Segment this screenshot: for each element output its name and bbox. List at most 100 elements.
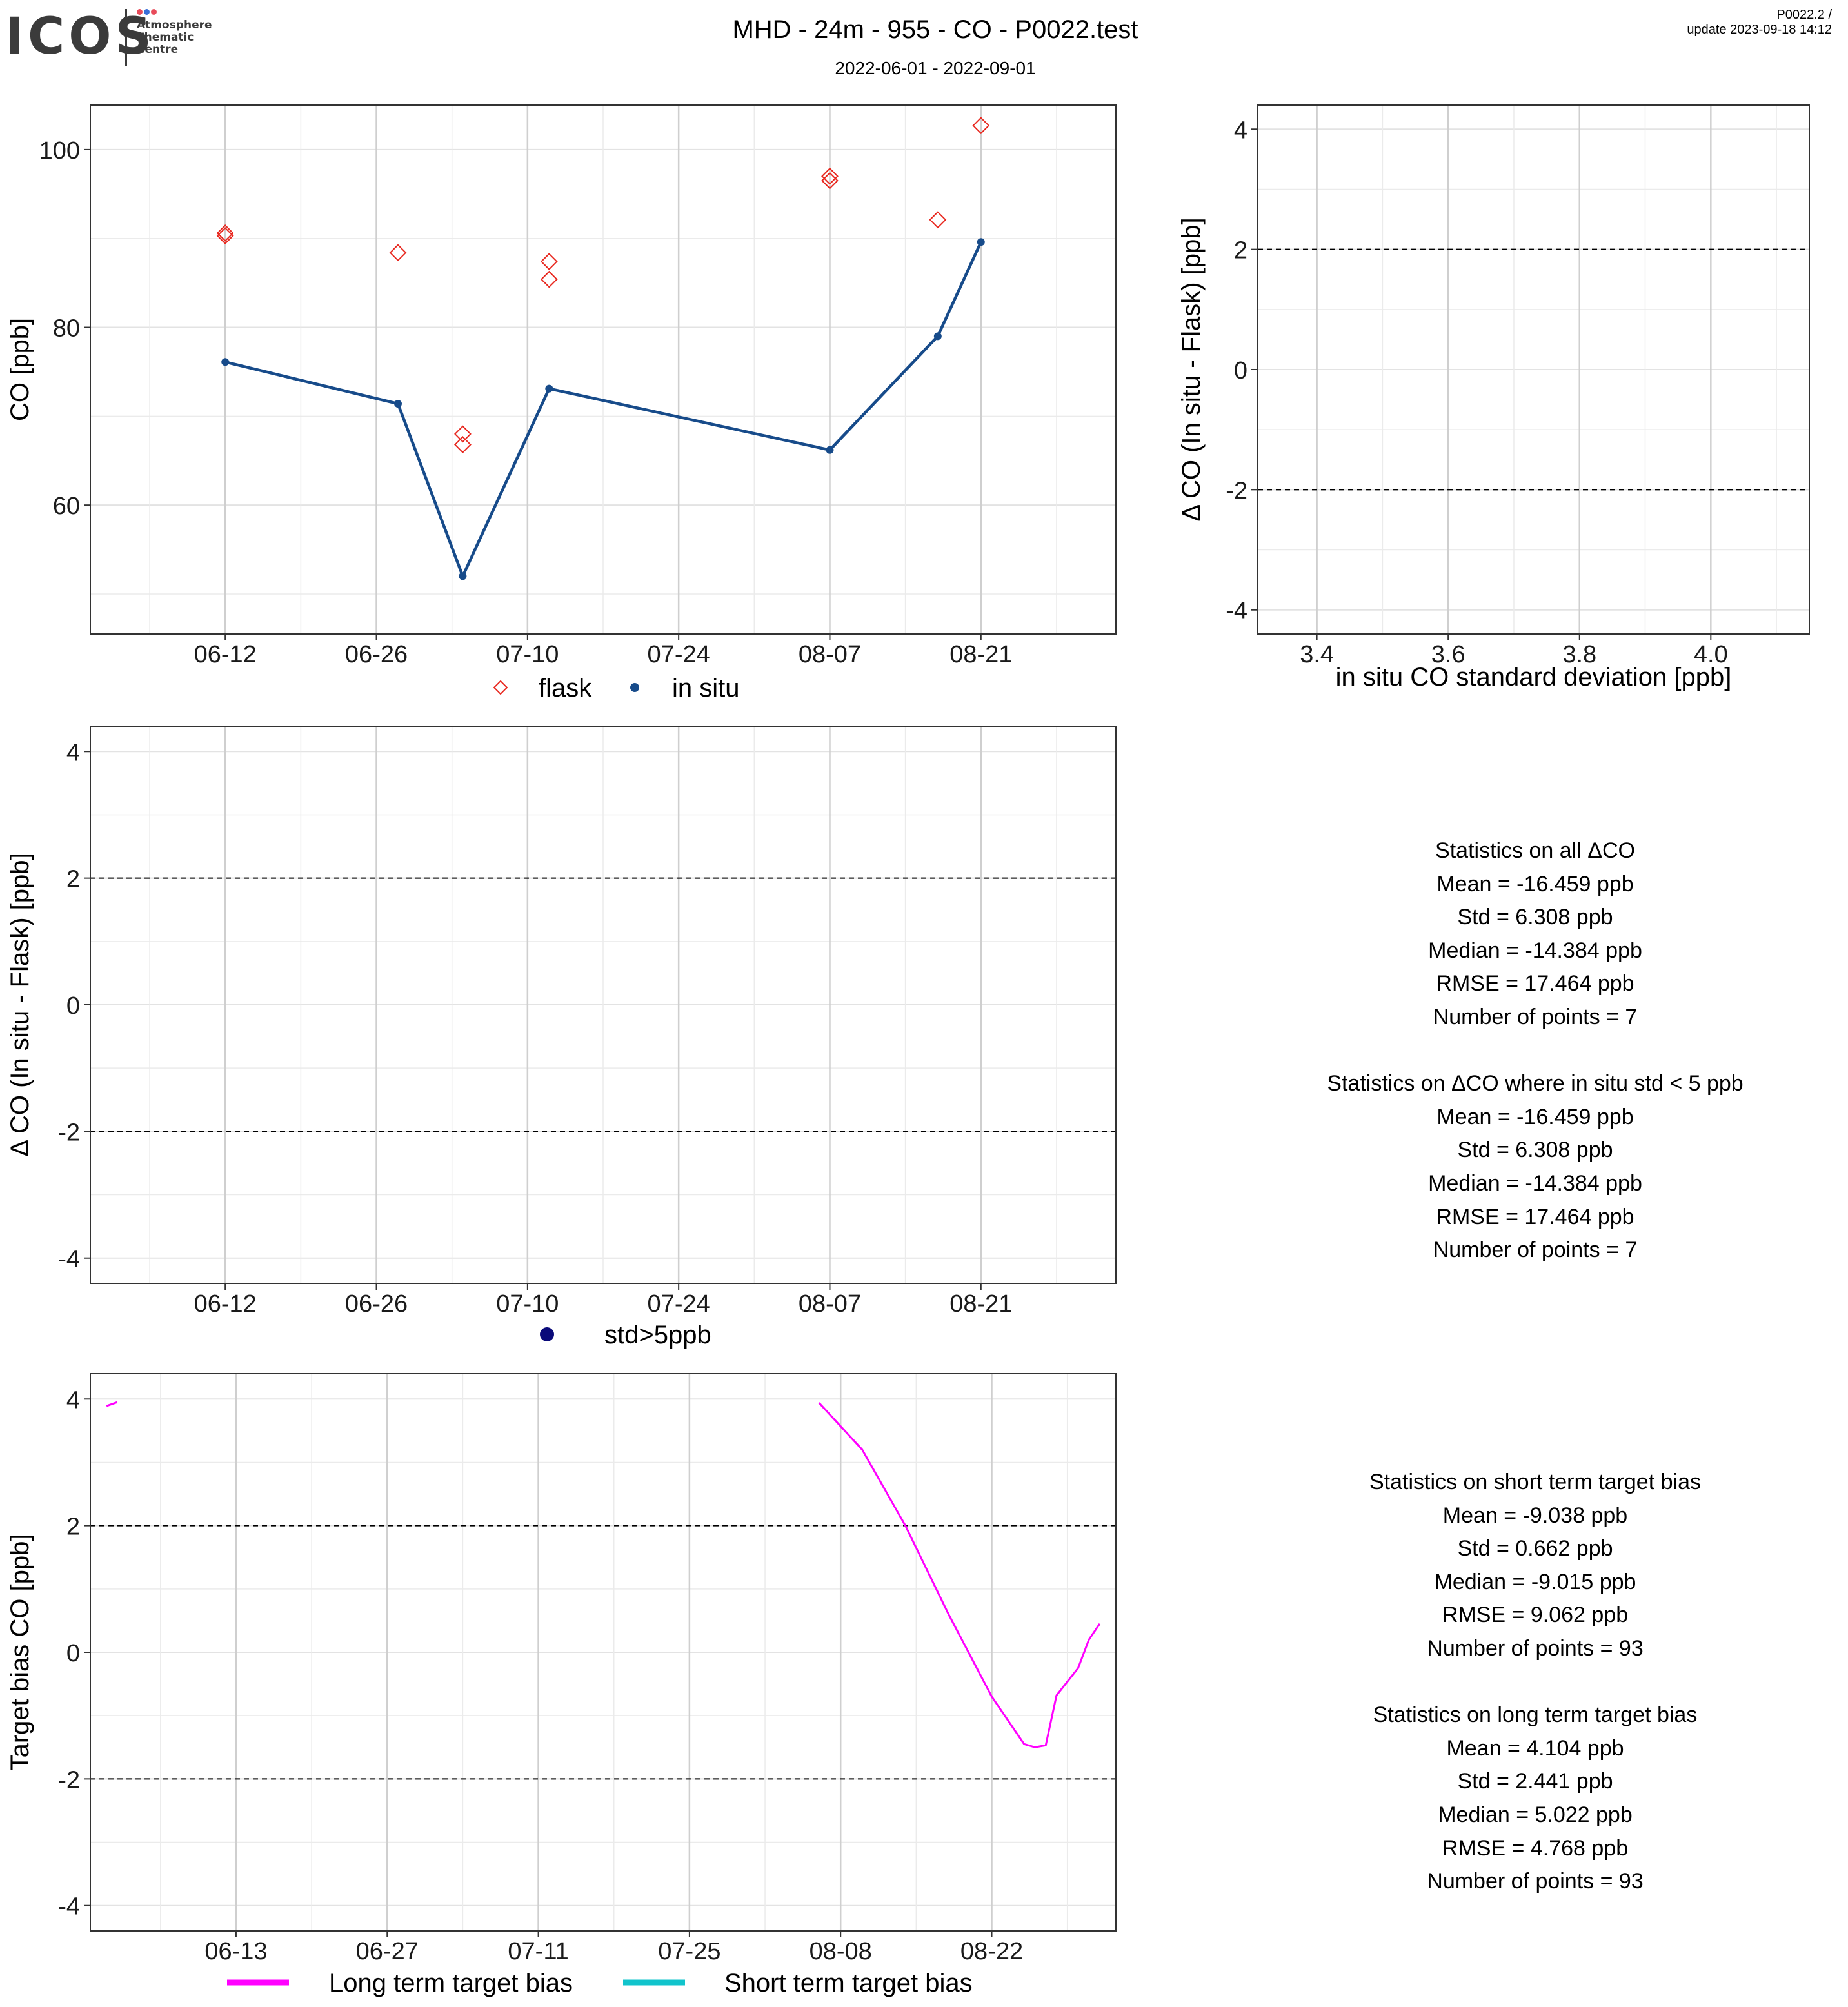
legend-label: Long term target bias <box>329 1969 573 1997</box>
x-tick-label: 06-26 <box>345 1290 408 1318</box>
x-tick-label: 06-12 <box>194 641 257 668</box>
in-situ-point <box>394 400 402 408</box>
flask-point <box>493 680 508 695</box>
delta-statistics: Statistics on all ΔCO Mean = -16.459 ppb… <box>1245 835 1825 1267</box>
flask-point <box>216 224 234 242</box>
plot-border <box>90 1373 1117 1932</box>
bias-statistics: Statistics on short term target bias Mea… <box>1245 1466 1825 1899</box>
stats-line: Statistics on short term target bias <box>1369 1470 1701 1494</box>
stats-line: RMSE = 17.464 ppb <box>1436 1204 1634 1229</box>
flask-point <box>540 270 558 288</box>
x-tick-label: 3.4 <box>1300 641 1334 668</box>
stats-line: Mean = -16.459 ppb <box>1436 1104 1634 1129</box>
stats-line: Std = 0.662 ppb <box>1457 1536 1613 1561</box>
flask-point <box>389 244 407 262</box>
x-tick-label: 08-21 <box>949 641 1012 668</box>
delta-timeseries-panel: -4 -2 0 2 4 06-12 06-26 07-10 07-24 08-07 08-21 Δ C… <box>6 726 1117 1349</box>
legend-label: Short term target bias <box>724 1969 973 1997</box>
logo-subtitle: Atmosphere Thematic Centre <box>137 19 212 56</box>
stats-line: Number of points = 93 <box>1427 1636 1644 1661</box>
stats-line: Number of points = 7 <box>1433 1238 1638 1263</box>
y-tick-label: 2 <box>66 1514 80 1541</box>
stats-line: Std = 6.308 ppb <box>1457 1138 1613 1163</box>
stats-line: Median = 5.022 ppb <box>1438 1802 1633 1827</box>
y-tick-label: 4 <box>66 739 80 766</box>
x-tick-label: 08-21 <box>949 1290 1012 1318</box>
stats-line: Median = -14.384 ppb <box>1428 1171 1642 1196</box>
plot-border <box>1257 104 1810 635</box>
logo-divider <box>125 9 127 66</box>
stats-line: RMSE = 4.768 ppb <box>1442 1835 1629 1861</box>
co-timeseries-panel: 60 80 100 06-12 06-26 07-10 07-24 08-07 08-21 CO … <box>6 104 1117 702</box>
legend-marker <box>540 1327 554 1341</box>
in-situ-point <box>459 572 467 580</box>
flask-point <box>972 117 990 135</box>
x-tick-label: 4.0 <box>1694 641 1728 668</box>
y-tick-label: -2 <box>58 1119 80 1146</box>
y-axis-label: Δ CO (In situ - Flask) [ppb] <box>1177 217 1206 521</box>
x-tick-label: 06-13 <box>204 1938 267 1965</box>
y-tick-label: 2 <box>66 866 80 893</box>
x-tick-label: 07-11 <box>508 1938 568 1965</box>
x-tick-label: 08-07 <box>799 1290 861 1318</box>
flask-point <box>216 227 234 245</box>
y-axis-label: CO [ppb] <box>6 318 34 421</box>
y-axis-label: Δ CO (In situ - Flask) [ppb] <box>6 853 34 1156</box>
y-tick-label: -4 <box>1226 598 1247 625</box>
legend-label: flask <box>539 674 592 702</box>
y-tick-label: -2 <box>58 1766 80 1794</box>
in-situ-point <box>221 358 230 366</box>
y-tick-label: 0 <box>1234 357 1247 384</box>
y-tick-label: -4 <box>58 1246 80 1273</box>
stats-line <box>1245 1034 1825 1068</box>
x-tick-label: 08-08 <box>810 1938 872 1965</box>
x-tick-label: 3.8 <box>1562 641 1596 668</box>
y-tick-label: 100 <box>39 137 80 164</box>
flask-point <box>929 211 947 229</box>
flask-point <box>821 172 839 190</box>
logo-dot <box>137 9 143 15</box>
legend-label: in situ <box>672 674 740 702</box>
stats-line: RMSE = 9.062 ppb <box>1442 1603 1629 1628</box>
in-situ-point <box>545 384 553 393</box>
logo-subtitle-line: Centre <box>137 43 179 56</box>
x-tick-label: 3.6 <box>1431 641 1465 668</box>
stats-line: Mean = 4.104 ppb <box>1446 1735 1624 1761</box>
version-line: update 2023-09-18 14:12 <box>1687 23 1832 37</box>
x-tick-label: 06-27 <box>356 1938 419 1965</box>
x-tick-label: 06-26 <box>345 641 408 668</box>
logo-subtitle-line: Thematic <box>137 31 194 44</box>
x-axis-label: in situ CO standard deviation [ppb] <box>1336 663 1732 691</box>
in-situ-point <box>826 446 834 454</box>
stats-line: Median = -9.015 ppb <box>1434 1569 1636 1594</box>
flask-point <box>540 253 558 270</box>
legend-label: std>5ppb <box>604 1321 711 1349</box>
x-tick-label: 07-24 <box>648 1290 710 1318</box>
y-tick-label: 0 <box>66 993 80 1020</box>
stats-line: Median = -14.384 ppb <box>1428 938 1642 963</box>
x-tick-label: 07-24 <box>648 641 710 668</box>
stats-line: Mean = -9.038 ppb <box>1442 1503 1628 1528</box>
in-situ-point <box>977 238 985 246</box>
logo-dot <box>144 9 150 15</box>
y-tick-label: 2 <box>1234 237 1247 264</box>
x-tick-label: 07-10 <box>496 641 559 668</box>
y-tick-label: -4 <box>58 1893 80 1921</box>
stats-line <box>1245 1666 1825 1699</box>
y-tick-label: 80 <box>53 315 80 342</box>
stats-line: RMSE = 17.464 ppb <box>1436 971 1634 996</box>
logo-subtitle-line: Atmosphere <box>137 19 212 32</box>
x-tick-label: 07-10 <box>496 1290 559 1318</box>
target-bias-line <box>106 1401 118 1407</box>
stats-line: Number of points = 93 <box>1427 1869 1644 1894</box>
y-tick-label: -2 <box>1226 477 1247 504</box>
page-subtitle: 2022-06-01 - 2022-09-01 <box>835 58 1036 78</box>
stats-line: Std = 6.308 ppb <box>1457 905 1613 930</box>
stats-line: Std = 2.441 ppb <box>1457 1769 1613 1794</box>
y-tick-label: 60 <box>53 493 80 520</box>
y-tick-label: 4 <box>66 1387 80 1414</box>
version-info: P0022.2 / update 2023-09-18 14:12 <box>1687 8 1832 37</box>
x-tick-label: 07-25 <box>658 1938 720 1965</box>
x-tick-label: 08-07 <box>799 641 861 668</box>
